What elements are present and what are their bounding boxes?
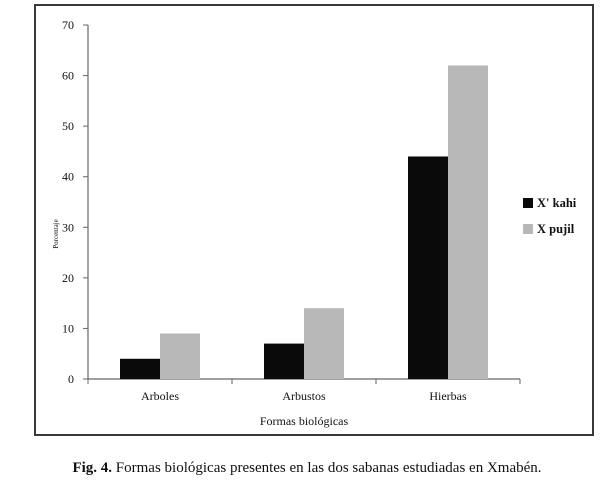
legend-label-2: X pujil <box>537 222 575 236</box>
x-tick-label: Hierbas <box>429 389 467 403</box>
y-tick-label: 50 <box>62 119 74 133</box>
bar-1 <box>408 156 448 379</box>
y-tick-label: 30 <box>62 220 74 234</box>
y-axis-title: Porcentaje <box>52 219 60 249</box>
bar-2 <box>160 333 200 379</box>
legend-label-1: X' kahi <box>537 196 577 210</box>
bar-1 <box>264 343 304 379</box>
figure-caption: Fig. 4. Formas biológicas presentes en l… <box>0 460 614 477</box>
caption-text: Formas biológicas presentes en las dos s… <box>115 460 542 476</box>
x-tick-label: Arbustos <box>282 389 326 403</box>
caption-label: Fig. 4. <box>72 460 113 476</box>
y-tick-label: 60 <box>62 69 74 83</box>
legend-swatch-2 <box>523 224 533 234</box>
y-tick-label: 40 <box>62 170 74 184</box>
y-tick-label: 20 <box>62 271 74 285</box>
bar-1 <box>120 358 160 379</box>
x-tick-label: Arboles <box>141 389 179 403</box>
bar-2 <box>448 65 488 379</box>
y-tick-label: 0 <box>68 372 74 386</box>
y-tick-label: 10 <box>62 321 74 335</box>
bar-2 <box>304 308 344 379</box>
y-tick-label: 70 <box>62 18 74 32</box>
legend-swatch-1 <box>523 198 533 208</box>
x-axis-title: Formas biológicas <box>260 414 349 428</box>
